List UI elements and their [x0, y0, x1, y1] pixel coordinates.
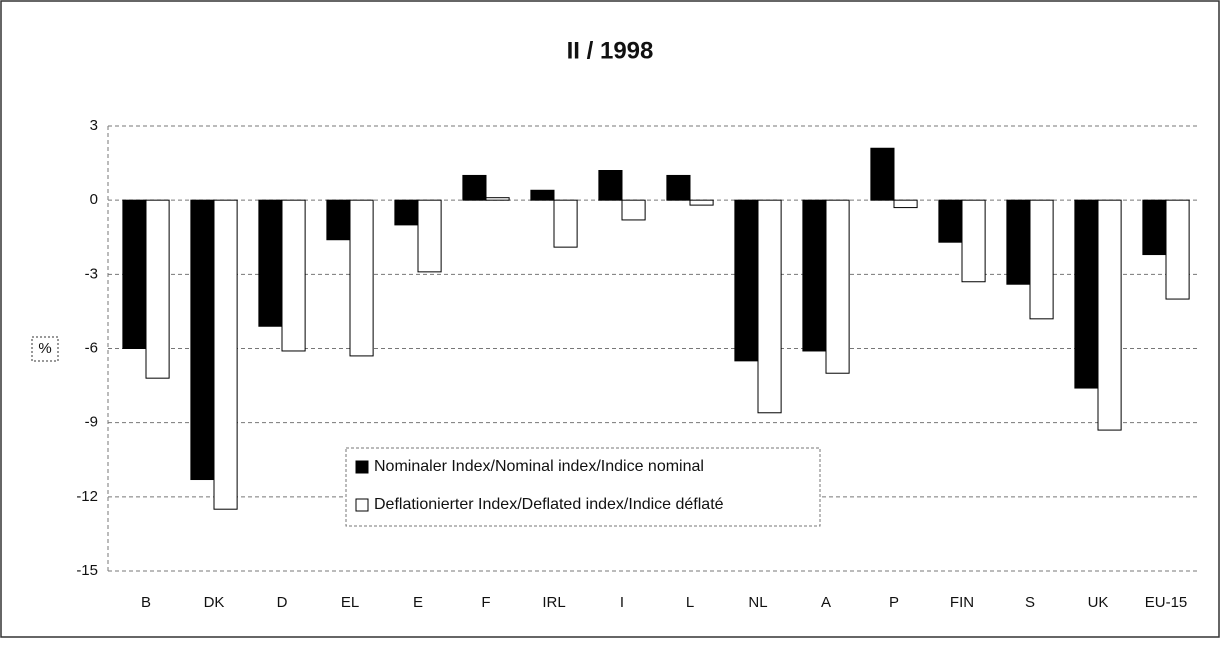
x-tick-label: I: [620, 594, 624, 611]
bar: [349, 199, 374, 357]
legend-swatch: [355, 498, 369, 512]
bar: [1142, 199, 1167, 256]
bar: [553, 199, 578, 248]
y-tick-label: -3: [85, 265, 98, 282]
y-tick-label: -9: [85, 414, 98, 431]
x-tick-label: NL: [748, 594, 767, 611]
y-tick-label: 0: [90, 191, 98, 208]
bar: [802, 199, 827, 352]
x-tick-label: UK: [1088, 594, 1109, 611]
bar: [825, 199, 850, 374]
bar: [485, 197, 510, 201]
bar: [530, 189, 555, 201]
bar: [961, 199, 986, 283]
x-tick-label: S: [1025, 594, 1035, 611]
bar: [213, 199, 238, 510]
bar: [145, 199, 170, 379]
x-tick-label: IRL: [542, 594, 565, 611]
y-tick-label: -12: [76, 488, 98, 505]
bar: [417, 199, 442, 273]
y-tick-label: -6: [85, 339, 98, 356]
bar: [326, 199, 351, 241]
bar: [190, 199, 215, 481]
bar: [1097, 199, 1122, 431]
bar: [281, 199, 306, 352]
bar: [757, 199, 782, 414]
y-tick-label: -15: [76, 562, 98, 579]
bar: [621, 199, 646, 221]
bar: [598, 170, 623, 201]
bar: [893, 199, 918, 209]
x-tick-label: DK: [204, 594, 225, 611]
bar: [1074, 199, 1099, 389]
x-tick-label: F: [481, 594, 490, 611]
y-tick-label: 3: [90, 117, 98, 134]
legend-box: [345, 447, 821, 527]
bar: [1165, 199, 1190, 300]
bar: [462, 174, 487, 201]
x-tick-label: D: [277, 594, 288, 611]
bar: [1029, 199, 1054, 320]
bar: [666, 174, 691, 201]
x-tick-label: L: [686, 594, 694, 611]
bar: [734, 199, 759, 362]
bar: [258, 199, 283, 327]
y-label-box: [31, 336, 59, 362]
x-tick-label: EU-15: [1145, 594, 1188, 611]
chart-title: II / 1998: [567, 37, 654, 64]
x-tick-label: EL: [341, 594, 359, 611]
x-tick-label: E: [413, 594, 423, 611]
bar: [122, 199, 147, 349]
bar: [870, 147, 895, 201]
x-tick-label: P: [889, 594, 899, 611]
legend-label: Nominaler Index/Nominal index/Indice nom…: [374, 458, 704, 475]
x-tick-label: FIN: [950, 594, 974, 611]
bar: [689, 199, 714, 206]
y-axis-label: %: [38, 340, 51, 357]
bar: [1006, 199, 1031, 285]
bar: [938, 199, 963, 243]
x-tick-label: B: [141, 594, 151, 611]
x-tick-label: A: [821, 594, 831, 611]
bar: [394, 199, 419, 226]
legend-label: Deflationierter Index/Deflated index/Ind…: [374, 496, 724, 513]
legend-swatch: [355, 460, 369, 474]
